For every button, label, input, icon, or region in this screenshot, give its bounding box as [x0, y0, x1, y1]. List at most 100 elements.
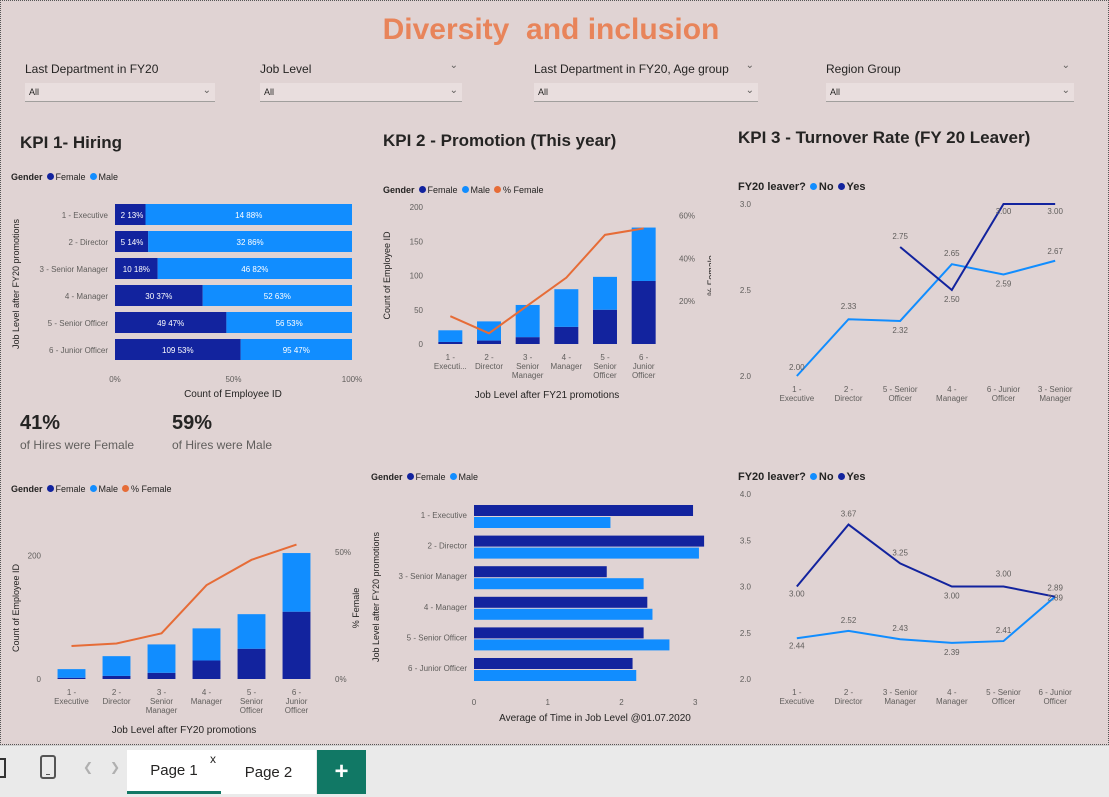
x-tick-label: 50%: [225, 375, 241, 384]
legend-title: Gender: [11, 172, 43, 182]
bar-female: [593, 309, 617, 344]
tab-page-1[interactable]: Page 1 x: [127, 750, 221, 794]
chevron-down-icon[interactable]: ⌄: [449, 60, 458, 71]
bar-female: [115, 204, 146, 225]
bar-male: [515, 304, 540, 338]
y-tick-label: 3.0: [740, 200, 752, 209]
legend-title: Gender: [383, 185, 415, 195]
bar-female: [554, 326, 579, 344]
bar-female: [438, 341, 463, 344]
legend-title: Gender: [371, 472, 403, 482]
bar-female: [474, 658, 633, 669]
chart-svg: 1 - Executive 2 - Director 3 - Senior Mana…: [371, 505, 705, 724]
kpi2-title: KPI 2 - Promotion (This year): [383, 131, 617, 150]
data-label-male: 95 47%: [283, 346, 310, 355]
close-icon[interactable]: x: [210, 752, 216, 766]
add-page-button[interactable]: +: [317, 750, 366, 794]
category-label: 2 - Director: [427, 542, 467, 551]
y-right-axis-title: % Female: [351, 588, 361, 629]
chevron-down-icon[interactable]: ⌄: [449, 85, 458, 96]
x-tick-label: 3 - Senior Manager: [883, 688, 918, 706]
bar-female: [474, 566, 607, 578]
data-label: 2.39: [944, 648, 960, 657]
mobile-layout-icon[interactable]: [40, 755, 56, 779]
chevron-down-icon[interactable]: ⌄: [1061, 60, 1070, 71]
chart-turnover-bottom[interactable]: FY20 leaver? No Yes 2.0 2.5 3.0 3.5 4.0 1 -Exec…: [731, 466, 1101, 726]
slicer-job-level[interactable]: Job Level ⌄ All ⌄: [260, 60, 462, 102]
data-label: 2.89: [1047, 584, 1063, 593]
slicer-dropdown[interactable]: All ⌄: [260, 83, 462, 102]
slicer-department[interactable]: Last Department in FY20 All ⌄: [25, 62, 215, 102]
x-tick-label: 2 -Director: [834, 688, 862, 706]
fit-page-icon[interactable]: [0, 758, 6, 778]
bar-male: [240, 339, 352, 360]
y-tick-label: 2.5: [740, 629, 752, 638]
tab-page-2[interactable]: Page 2: [221, 750, 316, 794]
slicer-dropdown[interactable]: All ⌄: [25, 83, 215, 102]
slicer-dropdown[interactable]: All ⌄: [534, 83, 758, 102]
bar-female: [115, 312, 227, 333]
x-axis-title: Count of Employee ID: [184, 389, 282, 400]
slicer-region[interactable]: Region Group ⌄ All ⌄: [826, 60, 1074, 102]
bar-male: [57, 669, 86, 678]
chart-promotion-fy21[interactable]: Gender Female Male % Female 0 50 100 150 200 20%…: [371, 179, 711, 404]
bar-female: [115, 231, 149, 252]
bar-female: [474, 627, 644, 639]
bar-female: [474, 596, 648, 608]
legend-female: Female: [427, 185, 458, 195]
x-tick-label: 100%: [342, 375, 362, 384]
data-label: 2.50: [944, 295, 960, 304]
data-label-female: 30 37%: [145, 292, 172, 301]
kpi1-title: KPI 1- Hiring: [20, 133, 123, 152]
legend-male: Male: [470, 185, 491, 195]
x-axis-title: Job Level after FY21 promotions: [475, 390, 620, 401]
legend-yes: Yes: [846, 181, 866, 193]
bar-male: [148, 231, 352, 252]
line-yes: [899, 203, 1056, 292]
y-axis-title: Count of Employee ID: [382, 231, 392, 320]
x-tick-label: 4 -Manager: [936, 385, 968, 403]
slicer-dropdown[interactable]: All ⌄: [826, 83, 1074, 102]
bar-female: [477, 340, 501, 344]
chart-turnover-top[interactable]: FY20 leaver? No Yes 2.0 2.5 3.0 1 -Executive 2…: [731, 176, 1101, 416]
tab-label: Page 1: [150, 762, 198, 779]
y-tick-label: 150: [410, 237, 424, 246]
data-label-female: 2 13%: [121, 211, 144, 220]
bar-male: [474, 608, 653, 620]
chevron-down-icon[interactable]: ⌄: [745, 60, 754, 71]
chevron-down-icon[interactable]: ⌄: [1061, 85, 1070, 96]
data-label-female: 5 14%: [121, 238, 144, 247]
bar-female: [147, 672, 176, 679]
bar-male: [474, 517, 611, 528]
x-tick-label: 2: [619, 698, 624, 707]
bar-male: [438, 330, 463, 342]
x-tick-label: 1 -Executive: [779, 385, 814, 403]
data-label: 3.00: [1047, 207, 1063, 216]
scroll-right-icon[interactable]: ❯: [110, 760, 121, 774]
legend-yes: Yes: [846, 471, 866, 483]
bar-male: [554, 289, 579, 327]
chart-hiring-fy20[interactable]: Gender Female Male % Female 0 200 0% 50% 1 -Exe…: [1, 479, 361, 741]
y-right-tick-label: 60%: [679, 212, 695, 221]
bar-female: [515, 337, 540, 344]
y-tick-label: 50: [414, 306, 423, 315]
slicer-value: All: [830, 87, 841, 97]
data-label-male: 46 82%: [241, 265, 268, 274]
chevron-down-icon[interactable]: ⌄: [202, 85, 211, 96]
slicer-department-age[interactable]: Last Department in FY20, Age group ⌄ All…: [534, 60, 758, 102]
chart-hiring-gender[interactable]: Gender Female Male 1 - Executive 2 13% 14 88…: [1, 166, 366, 406]
legend-title: Gender: [11, 484, 43, 494]
y-tick-label: 2.0: [740, 675, 752, 684]
chevron-down-icon[interactable]: ⌄: [745, 85, 754, 96]
slicer-label: Last Department in FY20, Age group: [534, 62, 729, 76]
data-label: 2.44: [789, 641, 805, 650]
scroll-left-icon[interactable]: ❮: [83, 760, 94, 774]
y-right-tick-label: 0%: [335, 675, 347, 684]
y-tick-label: 2.0: [740, 372, 752, 381]
bar-female: [474, 535, 705, 547]
x-tick-label: 5 -Senior Officer: [593, 353, 617, 380]
chart-time-in-level[interactable]: Gender Female Male 1 - Executive 2 - Direct…: [363, 467, 713, 729]
legend-male: Male: [458, 472, 479, 482]
data-label: 2.67: [1047, 247, 1063, 256]
page-tab-bar: ❮ ❯ Page 1 x Page 2 +: [0, 745, 1109, 797]
